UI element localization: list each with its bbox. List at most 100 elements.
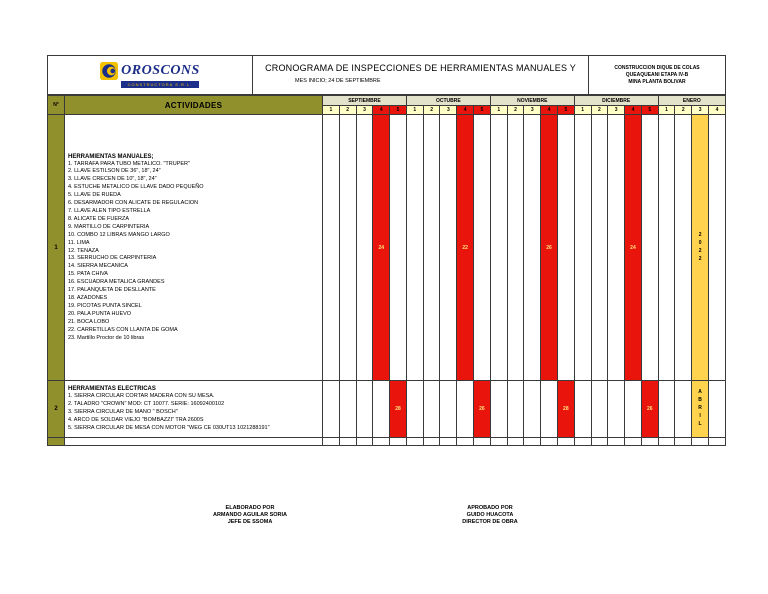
months-row: N° ACTIVIDADES SEPTIEMBRE OCTUBRE NOVIEMBR… bbox=[47, 95, 727, 115]
week-cell bbox=[456, 380, 475, 438]
week-cell bbox=[506, 380, 525, 438]
week-header: 5 bbox=[640, 105, 659, 115]
week-cell bbox=[439, 114, 458, 381]
week-cell bbox=[422, 380, 441, 438]
spacer-week-cell bbox=[640, 437, 659, 446]
week-header: 3 bbox=[607, 105, 626, 115]
activity-item: 12. TENAZA bbox=[68, 247, 99, 254]
spacer-week-cell bbox=[523, 437, 542, 446]
activity-item: 21. BOCA LOBO bbox=[68, 318, 110, 325]
spacer-week-cell bbox=[372, 437, 391, 446]
week-cell bbox=[590, 114, 609, 381]
week-header: 1 bbox=[657, 105, 676, 115]
spacer-week-cell bbox=[422, 437, 441, 446]
activity-item: 15. PATA CHIVA bbox=[68, 271, 108, 278]
week-cell bbox=[573, 114, 592, 381]
week-cell bbox=[607, 380, 626, 438]
logo-box: OROSCONS CONSTRUCTORA S.R.L. bbox=[48, 56, 253, 94]
elaborado-name: ARMANDO AGUILAR SORIA bbox=[212, 512, 288, 518]
week-header: 3 bbox=[355, 105, 374, 115]
month-header: ENERO bbox=[657, 95, 727, 106]
spacer-week-cell bbox=[439, 437, 458, 446]
week-header: 1 bbox=[405, 105, 424, 115]
week-cell bbox=[607, 114, 626, 381]
month-header: SEPTIEMBRE bbox=[322, 95, 407, 106]
week-cell bbox=[322, 380, 340, 438]
project-line: QUEAQUEANI ETAPA IV-B bbox=[625, 71, 689, 78]
activity-row: 1 HERRAMIENTAS MANUALES; 1. TARRAFA PARA T… bbox=[47, 114, 727, 381]
inspection-date: 26 bbox=[646, 406, 653, 412]
week-cell bbox=[590, 380, 609, 438]
week-header: 2 bbox=[590, 105, 609, 115]
week-cell bbox=[322, 114, 340, 381]
document-title: CRONOGRAMA DE INSPECCIONES DE HERRAMIENT… bbox=[265, 63, 576, 73]
inspection-mark: 26 bbox=[473, 380, 491, 438]
activity-item: 3. LLAVE CRECEN DE 10", 18", 24" bbox=[68, 176, 157, 183]
activity-item: 5. SIERRA CIRCULAR DE MESA CON MOTOR "WE… bbox=[68, 424, 270, 431]
spacer-week-cell bbox=[624, 437, 642, 446]
title-box: CRONOGRAMA DE INSPECCIONES DE HERRAMIENT… bbox=[253, 56, 588, 94]
week-header: 4 bbox=[624, 105, 642, 115]
week-header: 1 bbox=[322, 105, 340, 115]
week-cell bbox=[556, 114, 575, 381]
week-cell bbox=[657, 114, 676, 381]
month-header: DICIEMBRE bbox=[573, 95, 659, 106]
week-header: 4 bbox=[540, 105, 558, 115]
week-cell bbox=[657, 380, 676, 438]
week-cell bbox=[439, 380, 458, 438]
inspection-date: 26 bbox=[479, 406, 485, 412]
inspection-mark: 26 bbox=[640, 380, 659, 438]
week-cell bbox=[489, 114, 508, 381]
week-header: 2 bbox=[338, 105, 357, 115]
aprobado-signature-block: APROBADO POR GUIDO HUACOTA DIRECTOR DE O… bbox=[405, 505, 575, 526]
logo-name: OROSCONS bbox=[121, 63, 200, 78]
week-header: 3 bbox=[523, 105, 542, 115]
week-cell bbox=[523, 114, 542, 381]
inspection-mark: 26 bbox=[540, 114, 558, 381]
activities-column-header: ACTIVIDADES bbox=[64, 95, 323, 115]
elaborado-signature-block: ELABORADO POR ARMANDO AGUILAR SORIA JEFE… bbox=[165, 505, 335, 526]
activity-item: 4. ARCO DE SOLDAR VIEJO "BOMBAZZI" TRA 2… bbox=[68, 416, 204, 423]
week-cell bbox=[422, 114, 441, 381]
inspection-date: 28 bbox=[395, 406, 401, 412]
week-cell bbox=[489, 380, 508, 438]
spacer-week-cell bbox=[456, 437, 475, 446]
spacer-week-cell bbox=[405, 437, 424, 446]
spacer-week-cell bbox=[338, 437, 357, 446]
activity-item: 4. ESTUCHE METALICO DE LLAVE DADO PEQUEÑ… bbox=[68, 184, 204, 191]
activity-item: 1. SIERRA CIRCULAR CORTAR MADERA CON SU … bbox=[68, 393, 215, 400]
week-cell bbox=[624, 380, 642, 438]
spacer-week-cell bbox=[607, 437, 626, 446]
spacer-week-cell bbox=[707, 437, 727, 446]
spacer-week-cell bbox=[473, 437, 491, 446]
inspection-date: 26 bbox=[546, 244, 552, 251]
week-cell bbox=[355, 380, 374, 438]
week-cell bbox=[707, 380, 727, 438]
spacer-week-cell bbox=[590, 437, 609, 446]
spacer-week-cell bbox=[556, 437, 575, 446]
week-cell bbox=[523, 380, 542, 438]
header-band: OROSCONS CONSTRUCTORA S.R.L. CRONOGRAMA … bbox=[47, 55, 726, 95]
activity-item: 1. TARRAFA PARA TUBO METALICO. "TRUPER" bbox=[68, 160, 190, 167]
week-cell bbox=[573, 380, 592, 438]
activities-cell: HERRAMIENTAS MANUALES; 1. TARRAFA PARA TU… bbox=[64, 114, 323, 381]
week-header: 1 bbox=[573, 105, 592, 115]
inspection-schedule-table: N° ACTIVIDADES SEPTIEMBRE OCTUBRE NOVIEMBR… bbox=[47, 95, 727, 446]
period-label-cell: ABRIL bbox=[691, 380, 709, 438]
aprobado-label: APROBADO POR bbox=[467, 505, 513, 511]
spacer-week-cell bbox=[355, 437, 374, 446]
activity-item: 16. ESCUADRA METALICA GRANDES bbox=[68, 279, 165, 286]
number-column-header: N° bbox=[47, 95, 65, 115]
month-header: NOVIEMBRE bbox=[489, 95, 575, 106]
activity-item: 2. LLAVE ESTILSON DE 36", 18", 24" bbox=[68, 168, 161, 175]
spacer-row bbox=[47, 437, 727, 446]
aprobado-name: GUIDO HUACOTA bbox=[466, 512, 514, 518]
week-header: 4 bbox=[372, 105, 391, 115]
activity-item: 2. TALADRO "CROWN" MOD: CT 10077. SERIE:… bbox=[68, 401, 225, 408]
activity-item: 20. PALA PUNTA HUEVO bbox=[68, 310, 132, 317]
week-header: 2 bbox=[506, 105, 525, 115]
activity-item: 10. COMBO 12 LIBRAS MANGO LARGO bbox=[68, 231, 170, 238]
inspection-mark: 28 bbox=[556, 380, 575, 438]
inspection-date: 24 bbox=[630, 244, 636, 251]
